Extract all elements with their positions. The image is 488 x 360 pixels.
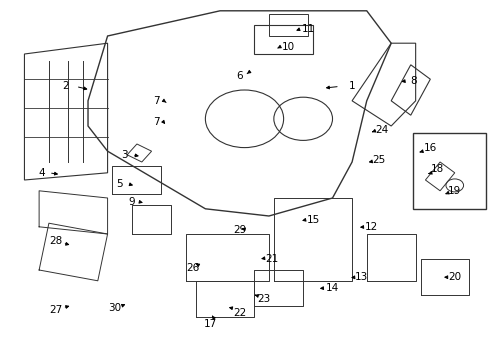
Text: 6: 6 (236, 71, 243, 81)
Text: 8: 8 (409, 76, 416, 86)
Text: 20: 20 (447, 272, 460, 282)
Text: 12: 12 (364, 222, 378, 232)
Bar (268, 14, 307, 36)
Text: 1: 1 (348, 81, 355, 91)
Bar (412, 133, 485, 209)
Text: 4: 4 (38, 168, 45, 178)
Text: 18: 18 (430, 164, 444, 174)
Bar (254, 25, 312, 54)
Text: 5: 5 (116, 179, 123, 189)
Text: 22: 22 (232, 308, 246, 318)
Text: 3: 3 (121, 150, 128, 160)
Text: 15: 15 (305, 215, 319, 225)
Text: 25: 25 (371, 155, 385, 165)
Text: 11: 11 (301, 24, 314, 34)
Text: 28: 28 (49, 236, 63, 246)
Text: 30: 30 (108, 303, 121, 313)
Text: 14: 14 (325, 283, 339, 293)
Text: 2: 2 (62, 81, 69, 91)
Text: 29: 29 (232, 225, 246, 235)
Text: 9: 9 (128, 197, 135, 207)
Text: 23: 23 (257, 294, 270, 304)
Text: 7: 7 (153, 96, 160, 106)
Text: 13: 13 (354, 272, 368, 282)
Text: 21: 21 (264, 254, 278, 264)
Text: 24: 24 (374, 125, 387, 135)
Text: 10: 10 (282, 42, 294, 52)
Text: 19: 19 (447, 186, 461, 196)
Text: 16: 16 (423, 143, 436, 153)
Text: 17: 17 (203, 319, 217, 329)
Text: 7: 7 (153, 117, 160, 127)
Text: 27: 27 (49, 305, 63, 315)
Text: 26: 26 (186, 263, 200, 273)
